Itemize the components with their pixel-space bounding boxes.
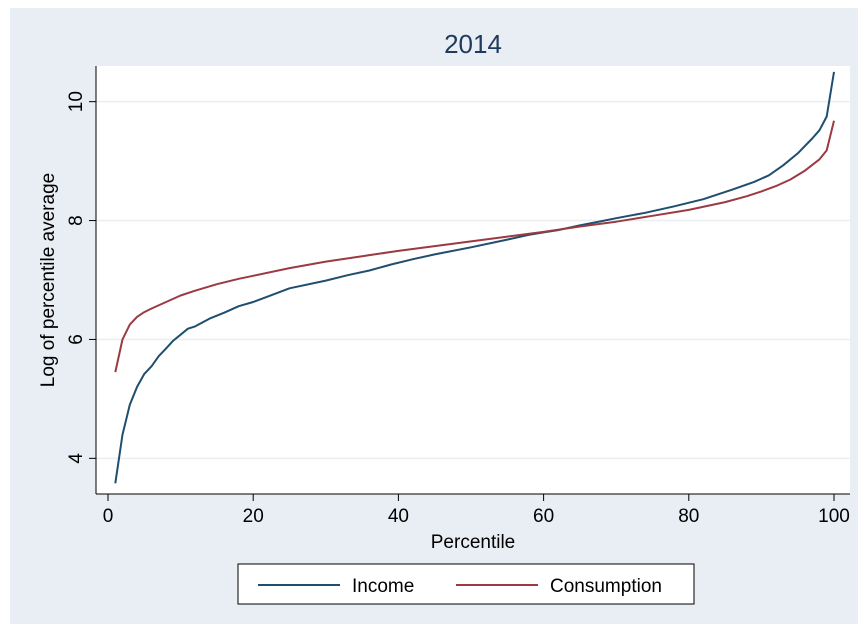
x-tick-label: 0 xyxy=(103,506,114,527)
y-tick-label: 10 xyxy=(66,91,87,112)
plot-area xyxy=(96,66,850,494)
series-line-consumption xyxy=(114,120,835,373)
y-tick-label: 8 xyxy=(66,215,87,226)
legend-label-income: Income xyxy=(352,576,414,597)
x-tick-label: 80 xyxy=(678,506,699,527)
x-tick-label: 60 xyxy=(533,506,554,527)
y-axis-title: Log of percentile average xyxy=(38,173,59,387)
gridlines xyxy=(96,100,850,460)
x-tick-label: 20 xyxy=(243,506,264,527)
x-tick-label: 40 xyxy=(388,506,409,527)
y-tick-label: 6 xyxy=(66,334,87,345)
chart-title: 2014 xyxy=(444,29,502,59)
series-lines xyxy=(114,71,835,484)
x-tick-label: 100 xyxy=(818,506,850,527)
x-axis-title: Percentile xyxy=(431,532,516,553)
legend: Income Consumption xyxy=(237,563,695,605)
y-tick-label: 4 xyxy=(66,453,87,464)
series-line-income xyxy=(114,71,835,484)
chart-frame: 4 6 8 10 0 20 40 60 80 100 2014 Percentile Log of… xyxy=(10,8,858,624)
legend-label-consumption: Consumption xyxy=(550,576,662,597)
